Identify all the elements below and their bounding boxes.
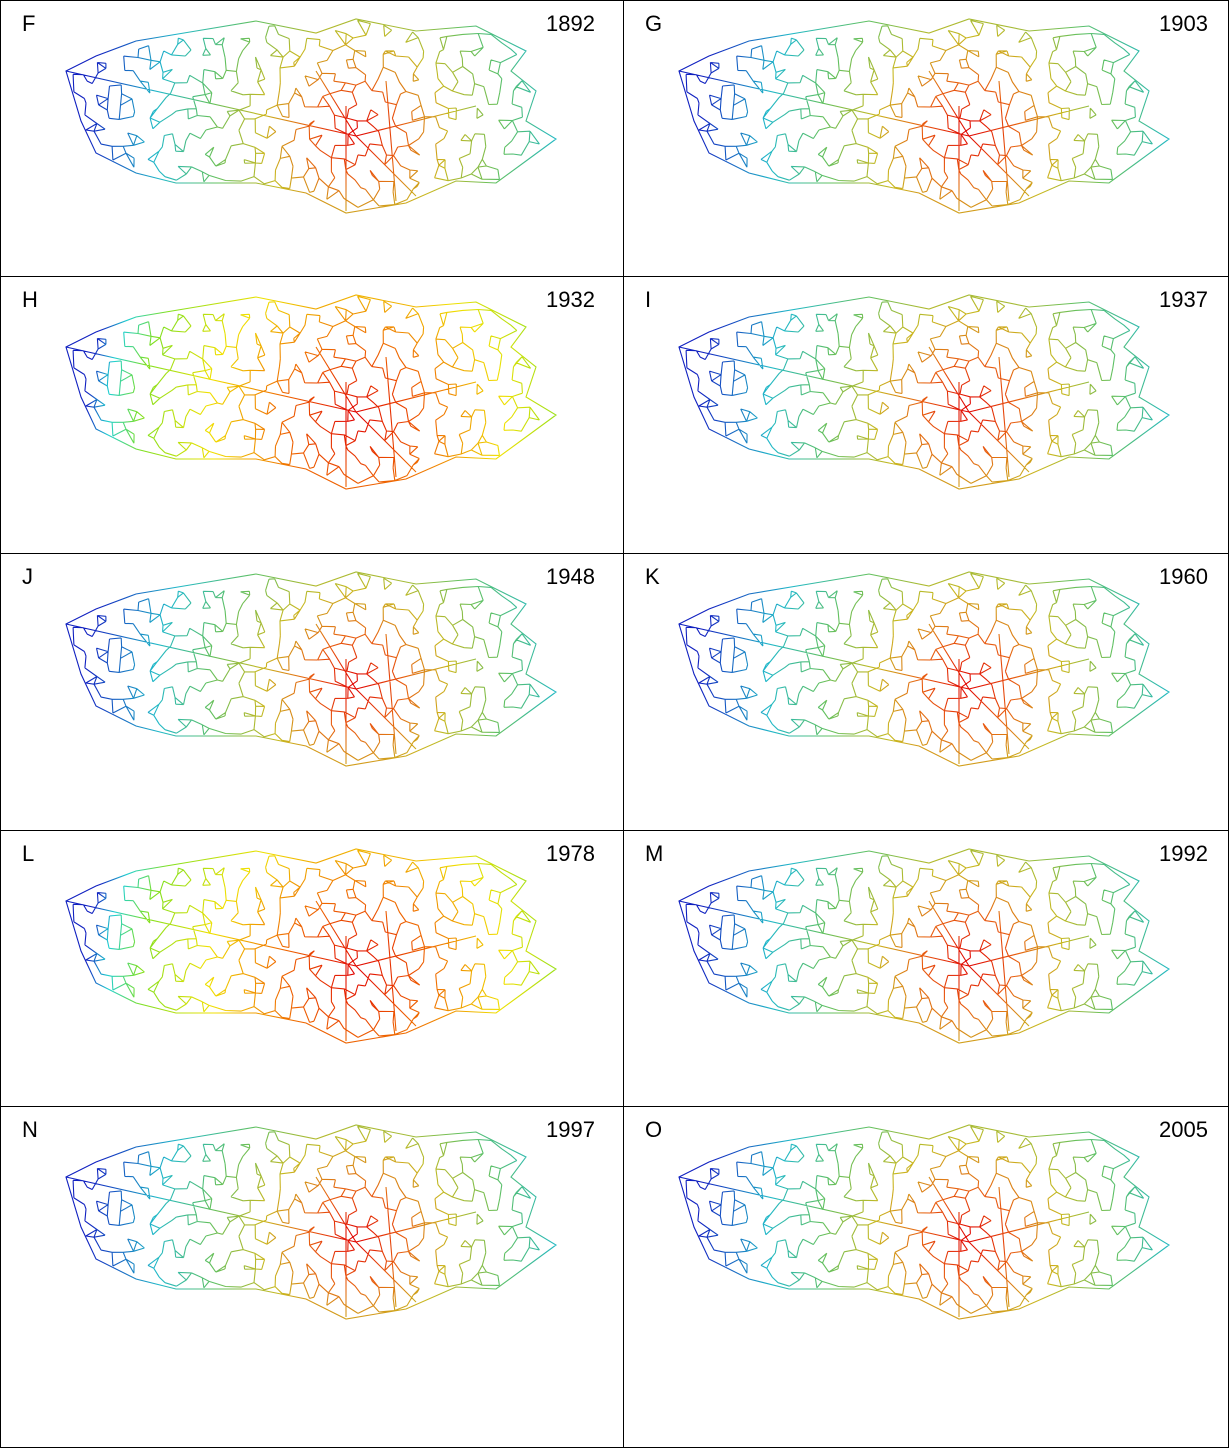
network-lines — [65, 571, 557, 767]
panel: M 1992 — [624, 831, 1229, 1107]
street-network-map — [65, 571, 557, 767]
panel: L 1978 — [1, 831, 624, 1107]
network-lines — [678, 1124, 1170, 1320]
panel-letter: I — [645, 287, 652, 312]
street-network-map — [678, 18, 1170, 214]
network-lines — [65, 1124, 557, 1320]
panel-letter: M — [645, 841, 664, 866]
panel-letter: K — [645, 564, 660, 589]
panel-year: 1932 — [546, 287, 595, 312]
panel-year: 1997 — [546, 1117, 595, 1142]
panel-year: 1992 — [1159, 841, 1208, 866]
network-lines — [65, 18, 557, 214]
street-network-map — [65, 848, 557, 1044]
panel: H 1932 — [1, 277, 624, 554]
panel-letter: F — [22, 11, 36, 36]
panel-year: 1937 — [1159, 287, 1208, 312]
panel-year: 1960 — [1159, 564, 1208, 589]
panel: J 1948 — [1, 554, 624, 831]
panel-letter: J — [22, 564, 33, 589]
panel: K 1960 — [624, 554, 1229, 831]
street-network-map — [678, 571, 1170, 767]
panel-letter: G — [645, 11, 663, 36]
street-network-map — [65, 1124, 557, 1320]
street-network-map — [678, 294, 1170, 490]
panel-year: 1948 — [546, 564, 595, 589]
panel-letter: O — [645, 1117, 663, 1142]
street-network-map — [65, 18, 557, 214]
panel: I 1937 — [624, 277, 1229, 554]
panel-letter: H — [22, 287, 38, 312]
panel: O 2005 — [624, 1107, 1229, 1447]
network-lines — [65, 294, 557, 490]
network-lines — [678, 848, 1170, 1044]
panel-letter: L — [22, 841, 35, 866]
panel-year: 1978 — [546, 841, 595, 866]
panel-year: 2005 — [1159, 1117, 1208, 1142]
street-network-map — [65, 294, 557, 490]
network-lines — [678, 18, 1170, 214]
network-lines — [678, 294, 1170, 490]
panel-letter: N — [22, 1117, 38, 1142]
panel: F 1892 — [1, 1, 624, 277]
network-lines — [65, 848, 557, 1044]
panel-year: 1892 — [546, 11, 595, 36]
street-network-map — [678, 1124, 1170, 1320]
panel-year: 1903 — [1159, 11, 1208, 36]
street-network-map — [678, 848, 1170, 1044]
network-lines — [678, 571, 1170, 767]
panel: G 1903 — [624, 1, 1229, 277]
panel: N 1997 — [1, 1107, 624, 1447]
